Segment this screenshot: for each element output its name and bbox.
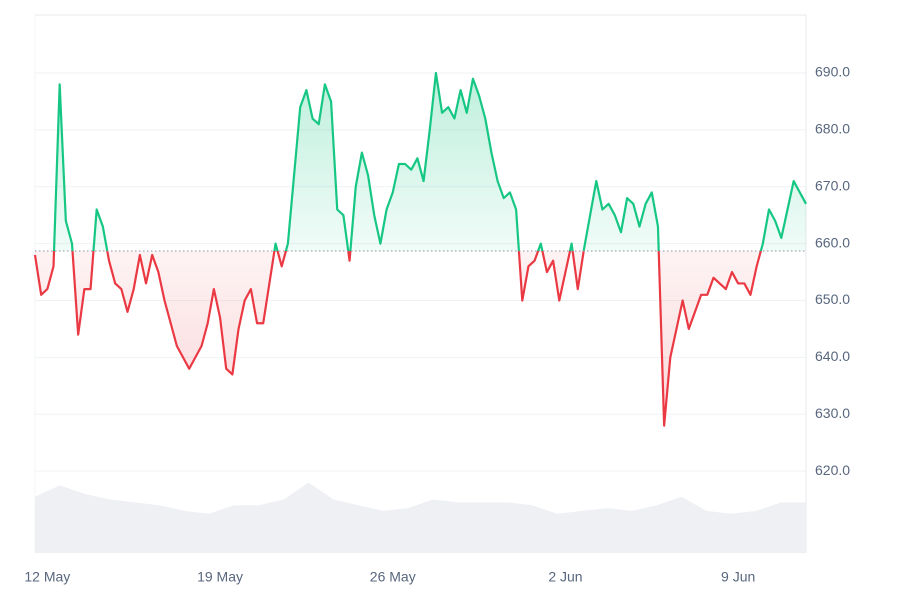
y-tick-label: 660.0 [815, 234, 850, 250]
line-above [52, 71, 807, 252]
y-tick-label: 640.0 [815, 348, 850, 364]
line-below [33, 251, 762, 427]
y-tick-label: 620.0 [815, 462, 850, 478]
x-tick-label: 12 May [24, 569, 70, 585]
y-tick-label: 650.0 [815, 291, 850, 307]
y-tick-label: 680.0 [815, 121, 850, 137]
area-below [35, 251, 806, 426]
area-above [54, 73, 806, 252]
x-tick-label: 26 May [370, 569, 416, 585]
x-tick-label: 2 Jun [548, 569, 582, 585]
volume-area [35, 482, 806, 553]
x-tick-label: 9 Jun [721, 569, 755, 585]
y-tick-label: 690.0 [815, 64, 850, 80]
x-tick-label: 19 May [197, 569, 243, 585]
y-tick-label: 670.0 [815, 177, 850, 193]
y-tick-label: 630.0 [815, 405, 850, 421]
